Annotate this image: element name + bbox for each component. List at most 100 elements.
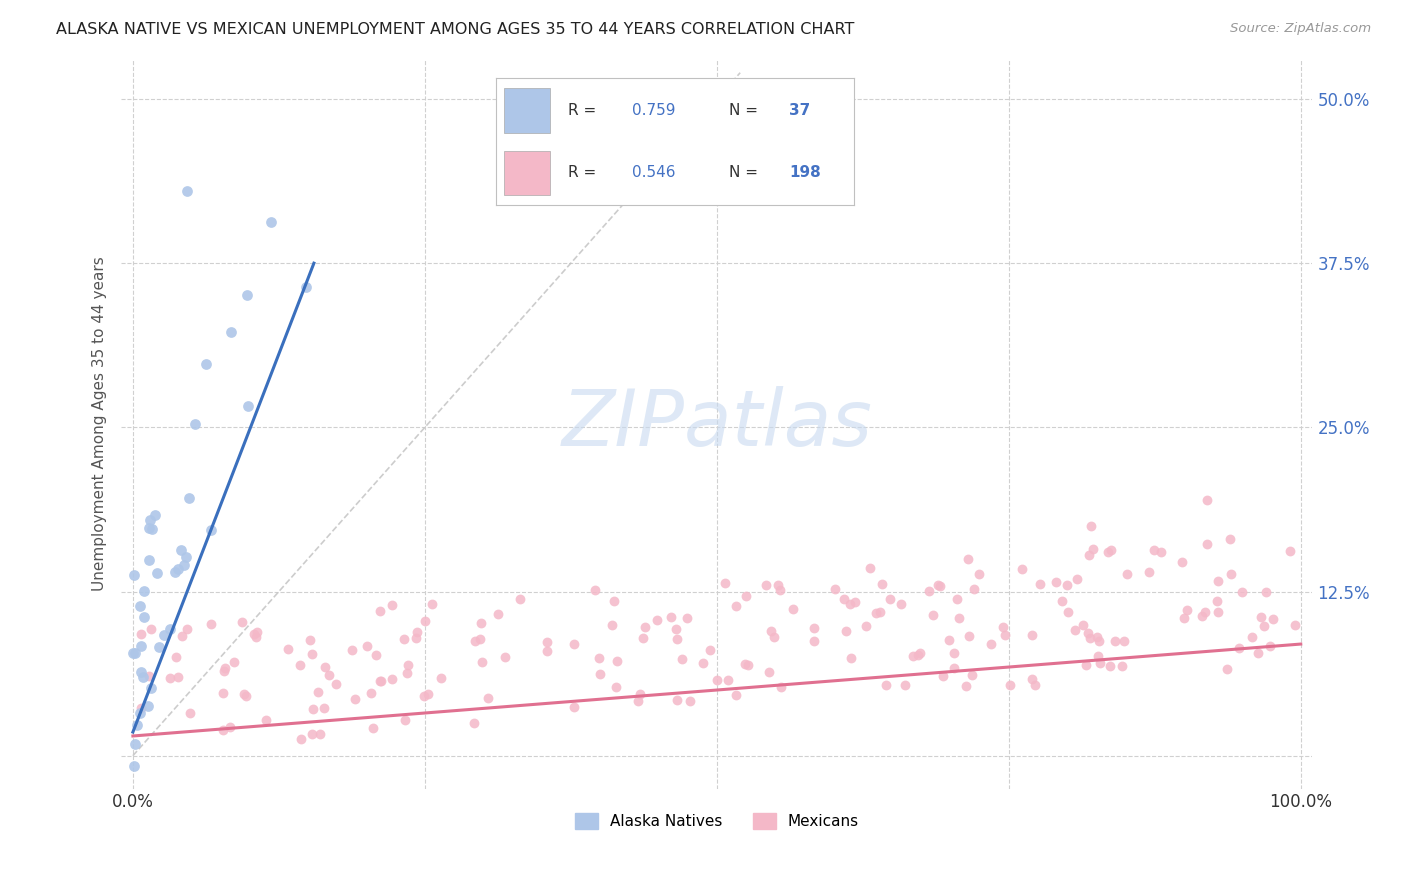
Point: [803, 634, 825, 648]
Point: [211, 686, 233, 700]
Point: [589, 667, 612, 681]
Point: [955, 679, 977, 693]
Point: [879, 591, 901, 606]
Point: [1097, 545, 1119, 559]
Point: [343, 692, 366, 706]
Point: [159, 622, 181, 636]
Point: [132, 670, 155, 684]
Point: [692, 657, 714, 671]
Point: [927, 578, 949, 592]
Point: [141, 681, 163, 696]
Point: [932, 669, 955, 683]
Point: [943, 661, 966, 675]
Point: [463, 716, 485, 731]
Point: [1206, 605, 1229, 619]
Point: [890, 597, 912, 611]
Point: [980, 637, 1002, 651]
Point: [184, 417, 207, 431]
Point: [302, 702, 325, 716]
Point: [956, 551, 979, 566]
Point: [835, 624, 858, 639]
Point: [1064, 623, 1087, 637]
Point: [138, 553, 160, 567]
Point: [929, 579, 952, 593]
Point: [583, 582, 606, 597]
Point: [396, 657, 419, 672]
Point: [416, 687, 439, 701]
Point: [1173, 611, 1195, 625]
Point: [844, 595, 866, 609]
Point: [129, 626, 152, 640]
Point: [1240, 630, 1263, 644]
Point: [318, 668, 340, 682]
Point: [236, 399, 259, 413]
Point: [1099, 543, 1122, 558]
Point: [153, 628, 176, 642]
Point: [170, 630, 193, 644]
Point: [647, 613, 669, 627]
Point: [254, 713, 277, 727]
Point: [1232, 584, 1254, 599]
Point: [131, 639, 153, 653]
Point: [364, 648, 387, 663]
Point: [406, 625, 429, 640]
Point: [676, 610, 699, 624]
Point: [260, 215, 283, 229]
Point: [129, 701, 152, 715]
Point: [430, 672, 453, 686]
Point: [865, 606, 887, 620]
Point: [1171, 555, 1194, 569]
Point: [1080, 519, 1102, 533]
Point: [769, 583, 792, 598]
Point: [214, 661, 236, 675]
Point: [132, 583, 155, 598]
Point: [769, 680, 792, 694]
Point: [1219, 567, 1241, 582]
Point: [724, 599, 747, 613]
Point: [211, 723, 233, 738]
Point: [588, 651, 610, 665]
Point: [536, 635, 558, 649]
Point: [1191, 609, 1213, 624]
Point: [1137, 565, 1160, 579]
Point: [167, 562, 190, 576]
Point: [1056, 578, 1078, 592]
Point: [855, 619, 877, 633]
Point: [340, 643, 363, 657]
Text: ALASKA NATIVE VS MEXICAN UNEMPLOYMENT AMONG AGES 35 TO 44 YEARS CORRELATION CHAR: ALASKA NATIVE VS MEXICAN UNEMPLOYMENT AM…: [56, 22, 855, 37]
Point: [706, 673, 728, 688]
Point: [1197, 492, 1219, 507]
Point: [143, 508, 166, 523]
Point: [758, 665, 780, 679]
Point: [245, 630, 267, 644]
Point: [1078, 548, 1101, 562]
Point: [957, 629, 980, 643]
Point: [381, 673, 404, 687]
Point: [734, 589, 756, 603]
Point: [602, 594, 624, 608]
Point: [392, 632, 415, 646]
Point: [173, 558, 195, 572]
Point: [1284, 618, 1306, 632]
Point: [1087, 634, 1109, 648]
Point: [368, 674, 391, 689]
Point: [824, 582, 846, 597]
Point: [360, 686, 382, 700]
Text: Source: ZipAtlas.com: Source: ZipAtlas.com: [1230, 22, 1371, 36]
Point: [666, 692, 689, 706]
Point: [212, 664, 235, 678]
Point: [1021, 673, 1043, 687]
Point: [1078, 631, 1101, 645]
Point: [631, 631, 654, 645]
Point: [219, 720, 242, 734]
Point: [1250, 609, 1272, 624]
Point: [858, 561, 880, 575]
Point: [361, 721, 384, 735]
Point: [381, 599, 404, 613]
Point: [415, 615, 437, 629]
Point: [222, 655, 245, 669]
Point: [176, 623, 198, 637]
Point: [994, 628, 1017, 642]
Point: [124, 646, 146, 660]
Point: [948, 611, 970, 625]
